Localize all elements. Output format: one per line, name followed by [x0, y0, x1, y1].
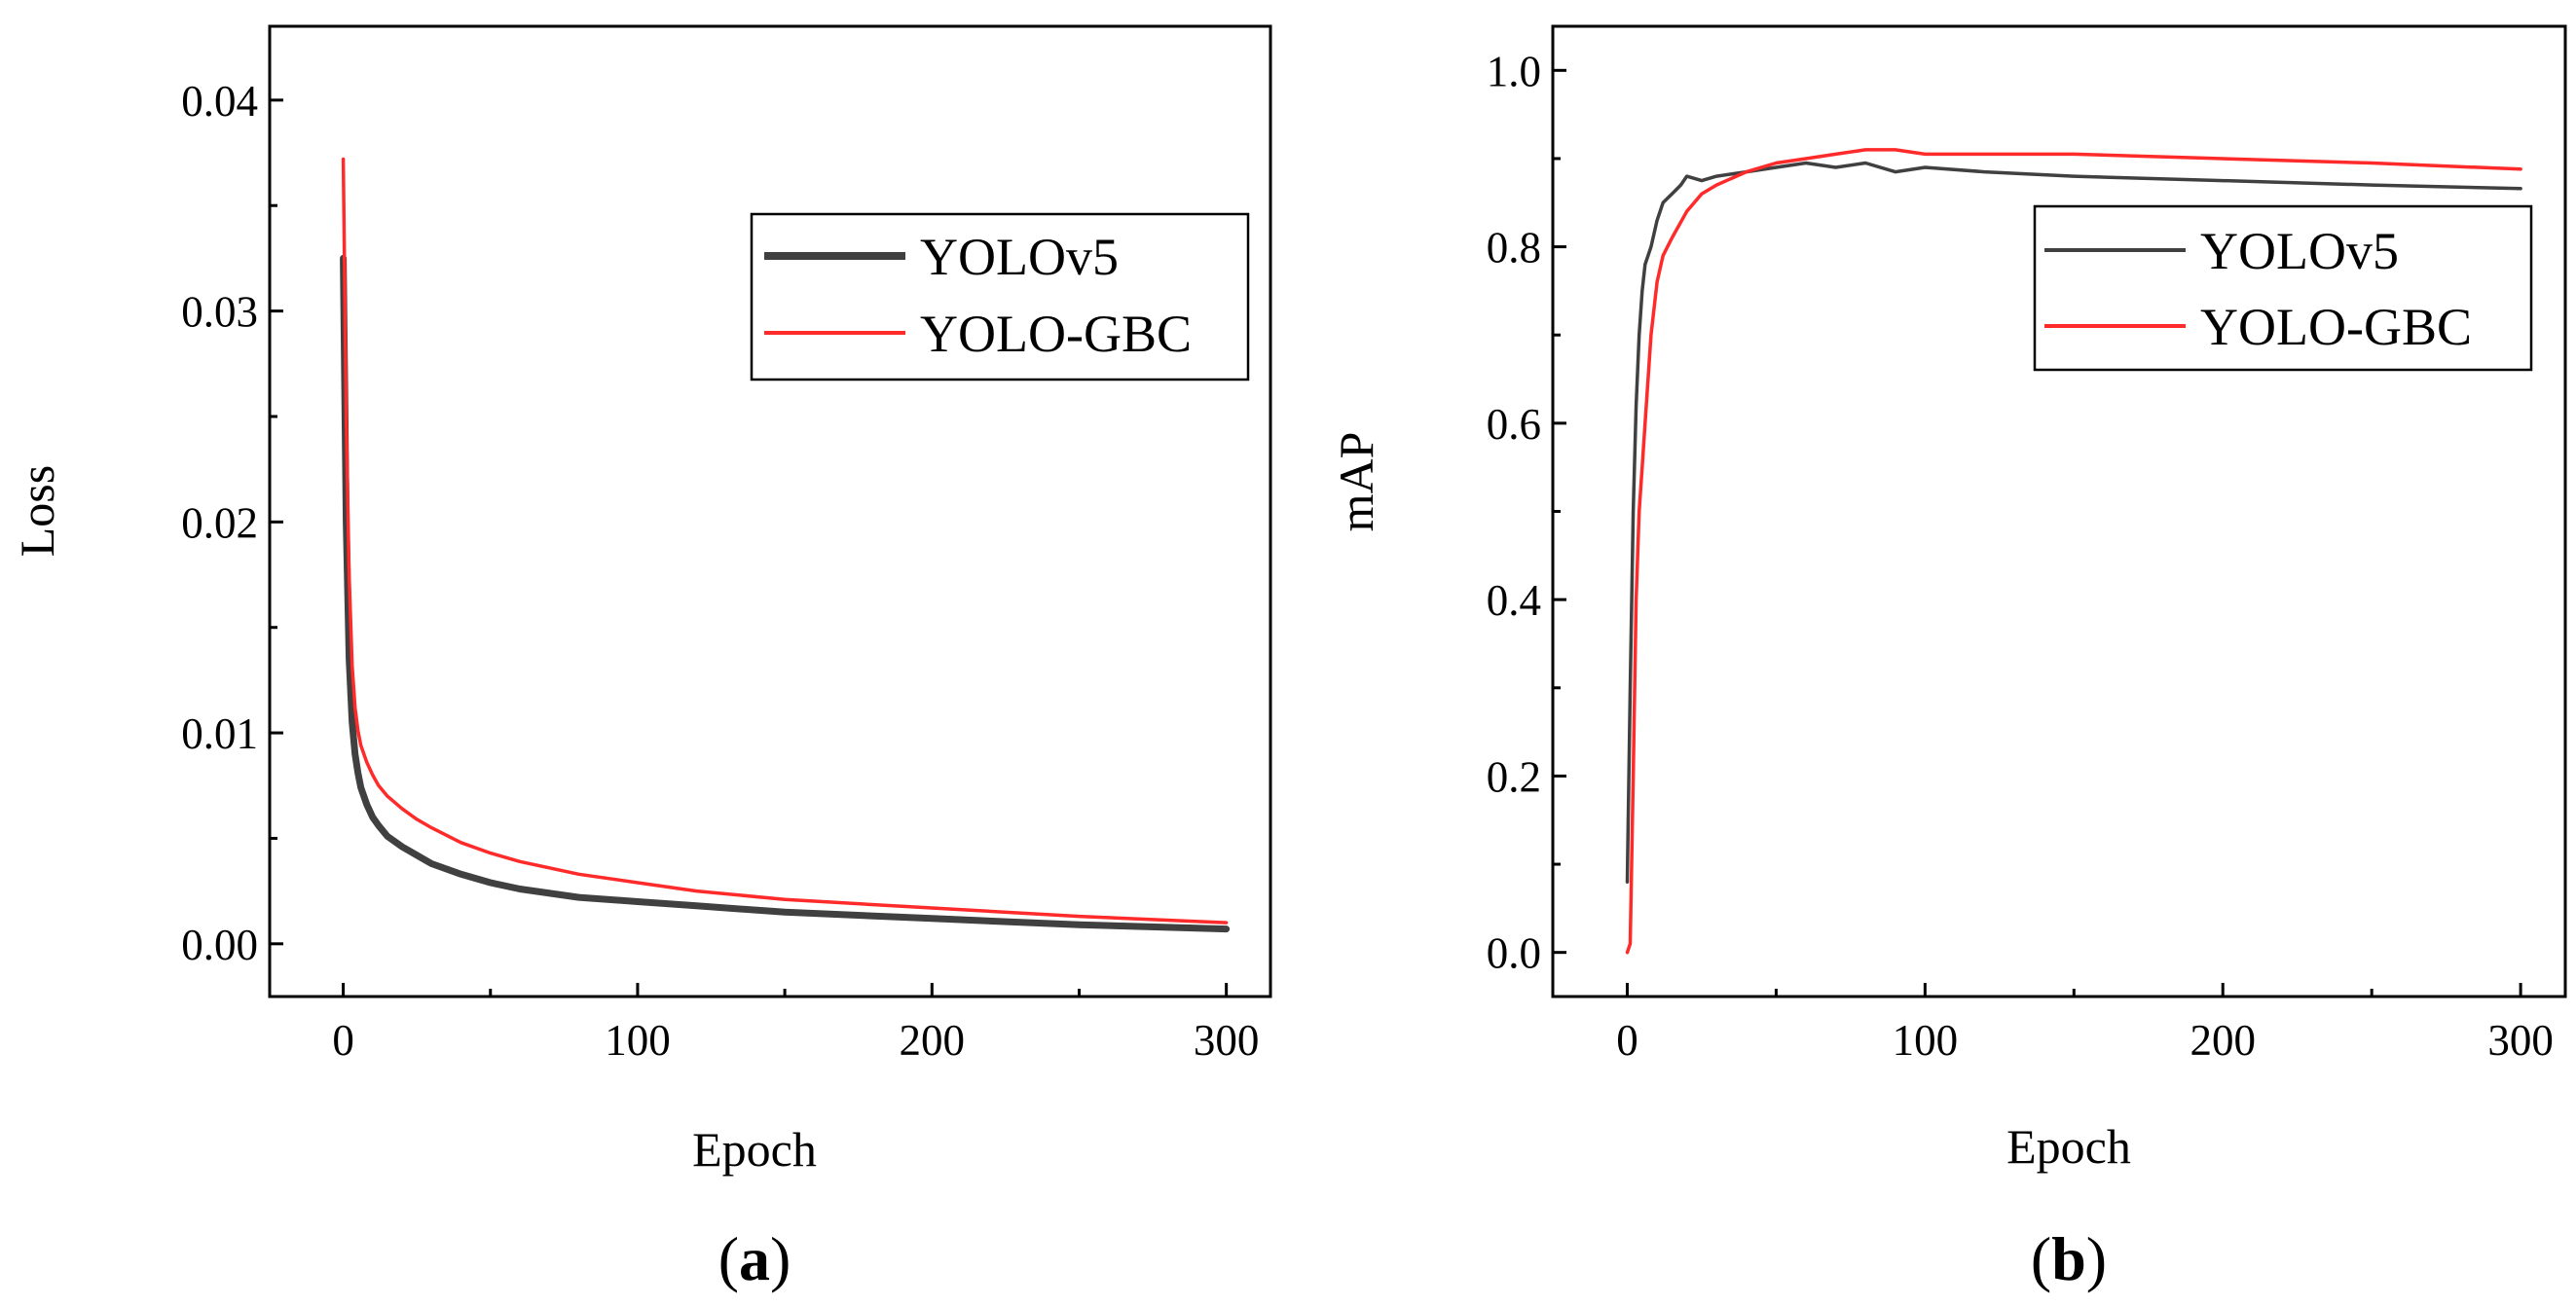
map-y-tick-label: 1.0 [1487, 47, 1541, 95]
loss-chart-frame [268, 24, 1272, 998]
map-y-tick-label: 0.4 [1487, 576, 1541, 625]
loss-chart-panel: 0 100 200 300 0.00 0.01 0.02 0.03 0.04 Loss Epoc… [10, 24, 1272, 1293]
loss-chart-legend: YOLOv5 YOLO-GBC [750, 212, 1250, 381]
loss-series-line-yolov5 [340, 254, 1231, 933]
map-chart-panel: 0 100 200 300 0.0 0.2 0.4 0.6 0.8 1.0 mAP Epoch Y… [1329, 24, 2567, 1293]
map-y-tick-label: 0.6 [1487, 400, 1541, 449]
map-x-tick-label: 300 [2487, 1016, 2554, 1065]
panel-label-b: (b) [2031, 1224, 2107, 1293]
map-chart-lines [1625, 148, 2522, 955]
map-legend-label-yolo-gbc: YOLO-GBC [2200, 298, 2472, 356]
loss-y-tick-label: 0.01 [181, 709, 258, 758]
map-chart-frame [1551, 24, 2567, 998]
loss-y-tick-label: 0.04 [181, 77, 258, 126]
loss-series-line-yolo-gbc [341, 157, 1229, 925]
map-chart-legend-box [2033, 204, 2533, 372]
map-x-tick-label: 0 [1616, 1016, 1638, 1065]
loss-y-tick-label: 0.00 [181, 921, 258, 969]
map-y-tick-label: 0.0 [1487, 929, 1541, 978]
loss-chart-x-axis-title: Epoch [692, 1122, 817, 1177]
map-legend-label-yolov5: YOLOv5 [2200, 222, 2399, 280]
loss-chart-ticks: 0 100 200 300 0.00 0.01 0.02 0.03 0.04 [181, 77, 1259, 1065]
loss-x-tick-label: 200 [900, 1016, 966, 1065]
loss-x-tick-label: 0 [332, 1016, 354, 1065]
map-x-tick-label: 100 [1893, 1016, 1959, 1065]
map-y-tick-label: 0.8 [1487, 224, 1541, 272]
loss-chart-lines [340, 157, 1231, 933]
panel-label-a: (a) [718, 1224, 791, 1293]
map-chart-legend: YOLOv5 YOLO-GBC [2033, 204, 2533, 372]
loss-legend-label-yolo-gbc: YOLO-GBC [920, 305, 1192, 363]
map-chart-x-axis-title: Epoch [2006, 1119, 2131, 1174]
map-y-tick-label: 0.2 [1487, 752, 1541, 801]
map-chart-y-axis-title: mAP [1329, 432, 1383, 532]
loss-y-tick-label: 0.03 [181, 288, 258, 337]
panel-label-b-letter: b [2051, 1224, 2086, 1293]
loss-chart-y-axis-title: Loss [10, 465, 64, 557]
loss-y-tick-label: 0.02 [181, 498, 258, 547]
loss-x-tick-label: 300 [1194, 1016, 1260, 1065]
map-series-line-yolov5 [1625, 161, 2522, 884]
loss-chart-legend-box [750, 212, 1250, 381]
loss-x-tick-label: 100 [605, 1016, 671, 1065]
map-x-tick-label: 200 [2190, 1016, 2256, 1065]
map-chart-ticks: 0 100 200 300 0.0 0.2 0.4 0.6 0.8 1.0 [1487, 47, 2554, 1065]
loss-legend-label-yolov5: YOLOv5 [920, 228, 1119, 286]
panel-label-a-letter: a [739, 1224, 770, 1293]
map-series-line-yolo-gbc [1625, 148, 2522, 955]
